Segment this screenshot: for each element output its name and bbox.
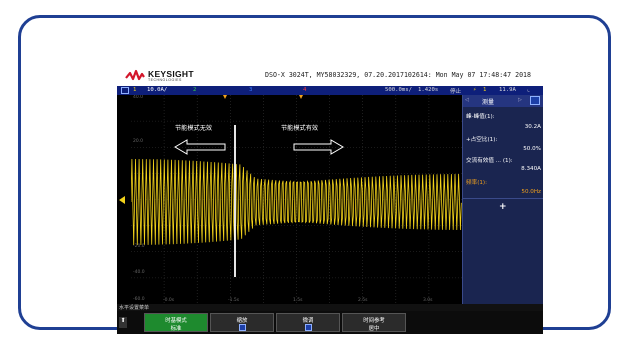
brand-name: KEYSIGHT — [148, 69, 194, 79]
trigger-icon: ⚡ — [473, 87, 477, 93]
trigger-ch: 1 — [483, 87, 487, 93]
left-marker-strip: 1 — [117, 95, 131, 304]
brand-sub: TECHNOLOGIES — [148, 78, 182, 82]
x-tick-label: 1.5s — [293, 297, 303, 303]
softkey-zoom[interactable]: 缩放 — [210, 313, 274, 332]
ch1-scale[interactable]: 10.0A/ — [147, 87, 168, 93]
menu-box-icon[interactable] — [121, 87, 129, 94]
softkey-time-ref[interactable]: 时间参考 居中 — [342, 313, 406, 332]
fine-checkbox-icon[interactable] — [304, 324, 312, 331]
ch3-num[interactable]: 3 — [249, 87, 253, 93]
x-tick-label: 3.0s — [423, 297, 433, 303]
time-ref-icon — [299, 95, 303, 99]
add-measure-button[interactable]: + — [499, 202, 507, 212]
y-tick-label: 20.0 — [133, 138, 143, 144]
softkey-zoom-label: 缩放 — [236, 318, 248, 324]
keysight-logo-icon — [125, 69, 145, 81]
timebase[interactable]: 500.0ms/ — [385, 87, 412, 93]
measure-panel: ◁ 测量 ▷ 峰-峰值(1): 30.2A +占空比(1): 50.0% 交流有… — [462, 95, 543, 304]
measure-next-icon[interactable]: ▷ — [518, 97, 522, 103]
model-info: DSO-X 3024T, MY58032329, 07.20.201710261… — [265, 71, 531, 79]
delay[interactable]: 1.420s — [418, 87, 439, 93]
measure-value-rms: 8.340A — [521, 166, 541, 172]
y-tick-label: 40.0 — [133, 95, 143, 100]
x-tick-label: -1.5s — [228, 297, 240, 303]
trigger-position-icon — [223, 95, 227, 99]
measure-label-pp: 峰-峰值(1): — [466, 114, 495, 120]
softkey-fine[interactable]: 微调 — [276, 313, 340, 332]
measure-label-freq: 频率(1): — [466, 180, 487, 186]
right-arrow-icon — [293, 139, 344, 155]
trigger-level[interactable]: 11.9A — [499, 87, 516, 93]
ch1-ground-marker-icon[interactable] — [119, 196, 125, 204]
softkey-timebase-label: 时基模式 — [165, 318, 187, 324]
ch2-num[interactable]: 2 — [193, 87, 197, 93]
y-tick-label: -20.0 — [133, 243, 145, 249]
ch4-num[interactable]: 4 — [303, 87, 307, 93]
waveform-grid: 节能模式无效 节能模式有效 40.0 20.0 -20.0 -40.0 -60.0 -0… — [130, 94, 462, 304]
label-mode-on: 节能模式有效 — [281, 124, 318, 132]
svg-text:1: 1 — [126, 199, 129, 205]
softkey-time-ref-value: 居中 — [368, 326, 380, 332]
left-arrow-icon — [174, 139, 226, 155]
measure-value-duty: 50.0% — [523, 146, 541, 152]
softkey-fine-label: 微调 — [302, 318, 314, 324]
measure-title: 测量 — [482, 99, 495, 106]
oscilloscope-screen: KEYSIGHT TECHNOLOGIES DSO-X 3024T, MY580… — [117, 68, 543, 334]
measure-menu-icon[interactable] — [530, 96, 540, 105]
y-tick-label: -60.0 — [133, 296, 145, 302]
measure-label-rms: 交流有效值 ... (1): — [466, 158, 513, 164]
ch1-num[interactable]: 1 — [133, 87, 137, 93]
zoom-checkbox-icon[interactable] — [238, 324, 246, 331]
measure-prev-icon[interactable]: ◁ — [465, 97, 469, 103]
back-arrow-icon[interactable]: ⬆ — [119, 317, 127, 328]
softkey-timebase-value: 标准 — [170, 326, 182, 332]
scope-header: KEYSIGHT TECHNOLOGIES DSO-X 3024T, MY580… — [117, 68, 543, 86]
ch1-waveform — [130, 158, 462, 246]
run-state: 停止 — [450, 89, 462, 95]
channel-bar: 1 10.0A/ 2 3 4 500.0ms/ 1.420s 停止 ⚡ 1 11… — [117, 86, 543, 95]
label-mode-off: 节能模式无效 — [175, 124, 212, 132]
measure-value-pp: 30.2A — [524, 124, 541, 130]
menu-title: 水平设置菜单 — [117, 304, 543, 311]
measure-label-duty: +占空比(1): — [466, 137, 498, 143]
softkey-timebase-mode[interactable]: 时基模式 标准 — [144, 313, 208, 332]
measure-value-freq: 50.0Hz — [521, 189, 541, 195]
y-tick-label: -40.0 — [133, 269, 145, 275]
softkey-time-ref-label: 时间参考 — [363, 318, 385, 324]
corner-icon[interactable]: ⌞ — [527, 87, 531, 93]
measure-title-bar: ◁ 测量 ▷ — [463, 95, 543, 107]
x-tick-label: 2.5s — [358, 297, 368, 303]
softkey-bar: ⬆ 时基模式 标准 缩放 微调 时间参考 居中 — [117, 311, 543, 334]
x-tick-label: -0.0s — [163, 297, 175, 303]
